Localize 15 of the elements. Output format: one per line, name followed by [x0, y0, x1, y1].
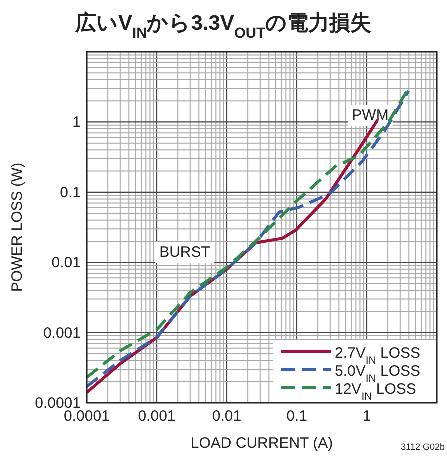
x-tick-label: 0.1 — [286, 408, 308, 425]
y-tick-label: 0.1 — [60, 184, 81, 202]
x-axis-title: LOAD CURRENT (A) — [190, 435, 334, 452]
y-axis-title: POWER LOSS (W) — [9, 162, 26, 292]
y-tick-label: 0.001 — [43, 324, 81, 342]
x-tick-label: 1 — [362, 408, 372, 425]
y-tick-label: 0.01 — [52, 254, 81, 272]
x-tick-label: 0.001 — [138, 408, 176, 425]
y-tick-label: 0.0001 — [35, 395, 81, 412]
text: 3112 G02b — [401, 442, 445, 452]
chart-title: 広いV$_{IN}$から3.3V$_{OUT}$の電力損失 — [74, 11, 372, 42]
annotation: BURST — [160, 244, 210, 262]
x-tick-label: 0.01 — [212, 408, 242, 425]
y-tick-label: 1 — [72, 114, 81, 132]
annotation: PWM — [352, 107, 389, 124]
